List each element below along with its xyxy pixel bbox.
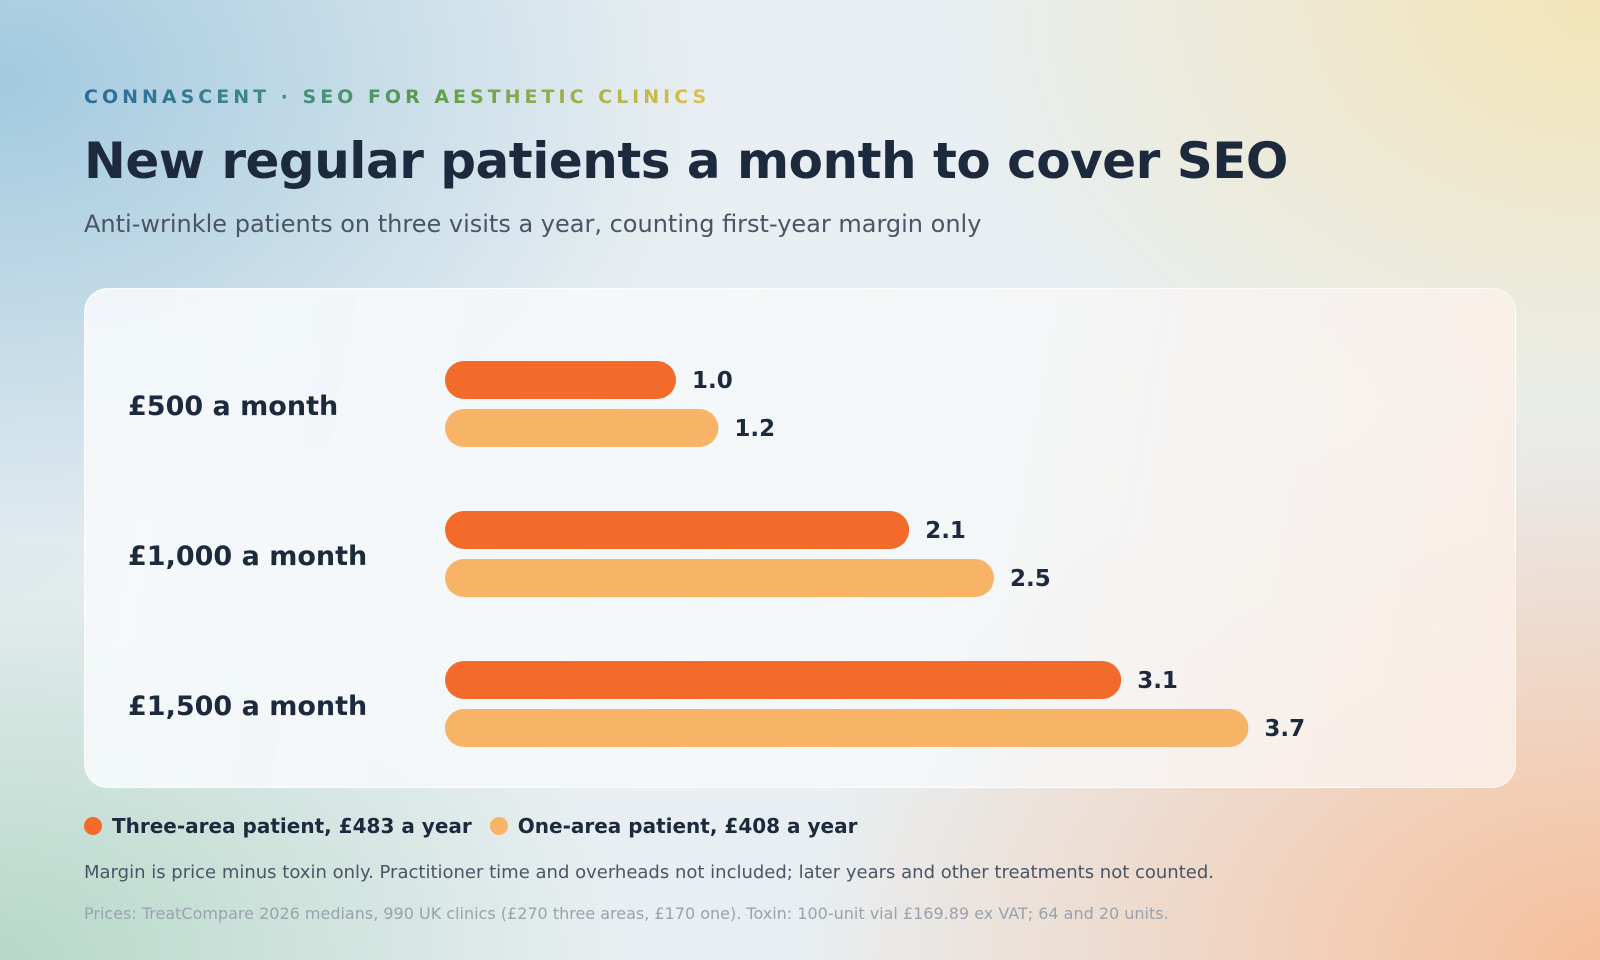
bar-one-area (445, 559, 994, 597)
legend-swatch-three-area (84, 817, 102, 835)
source-note: Prices: TreatCompare 2026 medians, 990 U… (84, 904, 1169, 923)
bar-value-label: 2.5 (1010, 566, 1051, 592)
bar-one-area (445, 709, 1249, 747)
bar-value-label: 3.1 (1137, 668, 1178, 694)
legend-swatch-one-area (489, 817, 508, 835)
bar-value-label: 3.7 (1264, 716, 1305, 742)
chart-subtitle: Anti-wrinkle patients on three visits a … (84, 210, 982, 238)
bar-chart: £500 a month 1.01.2 £1,000 a month 2.1 2.5 £1… (128, 361, 1305, 747)
category-label: £1,000 a month (128, 541, 367, 572)
bar-three-area (445, 511, 910, 549)
chart-card: £500 a month 1.0 1.2 £1,000 a month 2.1 2.5 £1… (84, 288, 1516, 788)
bar-value-label: 1.0 (692, 368, 733, 394)
legend-item-one-area: One-area patient, £408 a year (489, 814, 858, 838)
bar-value-label: 2.1 (925, 518, 966, 544)
chart-legend: Three-area patient, £483 a year One-area… (84, 814, 857, 838)
legend-item-three-area: Three-area patient, £483 a year (84, 814, 472, 838)
chart-title: New regular patients a month to cover SE… (84, 132, 1288, 190)
category-label: £500 a month (128, 391, 338, 422)
category-label: £1,500 a month (128, 691, 367, 722)
legend-label-three-area: Three-area patient, £483 a year (112, 814, 472, 838)
legend-label-one-area: One-area patient, £408 a year (517, 814, 858, 838)
bar-three-area (445, 661, 1122, 699)
bar-value-label: 1.2 (734, 416, 775, 442)
methodology-note: Margin is price minus toxin only. Practi… (84, 862, 1214, 883)
bar-three-area (445, 361, 676, 399)
bar-one-area (445, 409, 719, 447)
eyebrow-label: CONNASCENT · SEO FOR AESTHETIC CLINICS (84, 86, 711, 108)
